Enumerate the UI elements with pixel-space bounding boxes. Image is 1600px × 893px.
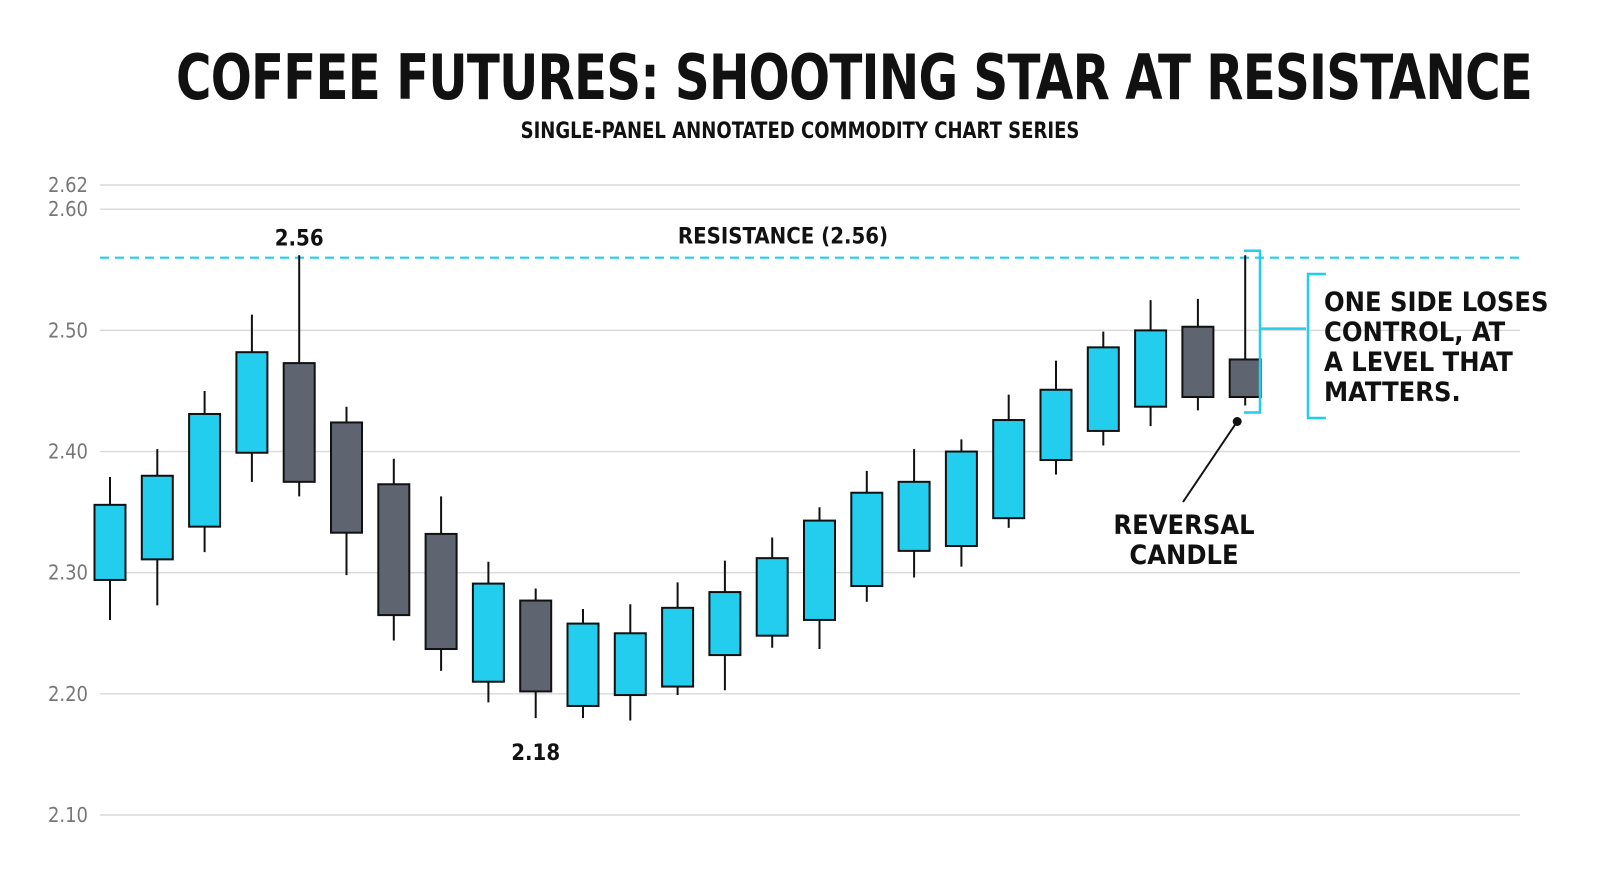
candle — [282, 255, 316, 497]
bullish-candle-body — [850, 491, 884, 588]
bullish-candle-body — [1086, 346, 1120, 432]
candle — [519, 588, 553, 719]
bearish-candle-body — [1181, 325, 1215, 399]
y-tick-label: 2.50 — [48, 318, 88, 342]
callout-text-line: ONE SIDE LOSES — [1324, 287, 1549, 318]
resistance-label: RESISTANCE (2.56) — [678, 225, 888, 250]
bullish-candle-body — [992, 419, 1026, 520]
high-price-label: 2.56 — [275, 227, 324, 252]
candle — [992, 394, 1026, 528]
bullish-candle-body — [661, 606, 695, 688]
candle — [897, 449, 931, 578]
y-tick-label: 2.30 — [48, 561, 88, 585]
candle — [803, 507, 836, 650]
bullish-candle-body — [803, 519, 836, 621]
bullish-candle-body — [755, 557, 789, 637]
candle — [93, 476, 127, 620]
bullish-candle-body — [944, 450, 978, 548]
reversal-candle-label: REVERSAL — [1113, 510, 1254, 541]
candle — [377, 458, 411, 641]
bullish-candle-body — [1134, 329, 1168, 408]
candle — [330, 406, 363, 576]
bullish-candle-body — [471, 582, 505, 683]
reversal-candle-label: CANDLE — [1129, 540, 1238, 571]
bullish-candle-body — [566, 622, 600, 707]
candle — [424, 496, 458, 671]
candle — [188, 390, 222, 553]
bullish-candle-body — [708, 591, 742, 657]
callout-bracket — [1306, 272, 1326, 420]
callout-text-line: MATTERS. — [1324, 377, 1461, 408]
bearish-candle-body — [282, 362, 316, 483]
candle — [661, 582, 695, 696]
chart-subtitle: SINGLE-PANEL ANNOTATED COMMODITY CHART S… — [520, 119, 1080, 144]
candle — [1181, 298, 1215, 411]
bearish-candle-body — [377, 483, 411, 617]
candle — [1039, 360, 1073, 475]
y-tick-label: 2.20 — [48, 682, 88, 706]
bullish-candle-body — [188, 412, 222, 528]
candle — [755, 537, 789, 648]
y-tick-label: 2.62 — [48, 173, 88, 197]
candle — [471, 561, 505, 703]
bullish-candle-body — [93, 503, 127, 581]
bearish-candle-body — [330, 421, 363, 534]
callout-text-line: CONTROL, AT — [1324, 317, 1506, 348]
resistance-layer: RESISTANCE (2.56) — [100, 225, 1520, 259]
candle — [850, 470, 884, 602]
chart-title: COFFEE FUTURES: SHOOTING STAR AT RESISTA… — [176, 41, 1533, 114]
bullish-candle-body — [613, 632, 647, 697]
candle — [566, 609, 600, 719]
candle — [1134, 300, 1168, 427]
candle-layer — [93, 255, 1262, 721]
bullish-candle-body — [1039, 388, 1073, 462]
bearish-candle-body — [1228, 358, 1262, 399]
reversal-pointer-line — [1182, 420, 1239, 503]
bearish-candle-body — [424, 532, 458, 651]
y-tick-label: 2.10 — [48, 803, 88, 827]
bullish-candle-body — [140, 474, 174, 561]
bearish-candle-body — [519, 599, 553, 693]
candle — [1086, 331, 1120, 446]
candle-bracket — [1244, 249, 1262, 414]
candle — [235, 314, 269, 482]
y-tick-label: 2.60 — [48, 197, 88, 221]
candle — [140, 449, 174, 606]
callout-text-line: A LEVEL THAT — [1324, 347, 1513, 378]
grid-layer: 2.10 2.20 2.30 2.40 2.50 2.602.62 — [48, 173, 1520, 827]
y-tick-label: 2.40 — [48, 440, 88, 464]
candle — [613, 604, 647, 721]
candle — [944, 439, 978, 567]
bullish-candle-body — [235, 351, 269, 454]
low-price-label: 2.18 — [511, 741, 560, 766]
bullish-candle-body — [897, 480, 931, 552]
candle — [708, 560, 742, 691]
